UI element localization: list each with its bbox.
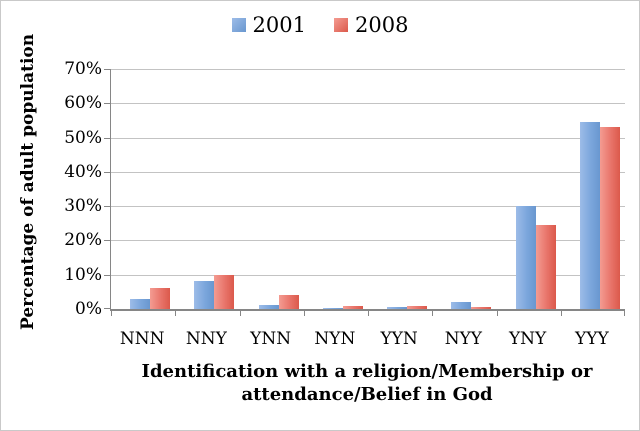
- y-tick-label: 30%: [64, 196, 102, 217]
- x-axis-tick: [560, 311, 562, 316]
- gridline: [111, 206, 625, 208]
- bar-group-yyy: [561, 69, 625, 309]
- legend-label-2008: 2008: [355, 13, 409, 37]
- legend-item-2008: 2008: [334, 13, 408, 37]
- gridline: [111, 240, 625, 242]
- bar-group-yyn: [368, 69, 432, 309]
- bar-2001-nny: [194, 280, 215, 309]
- bar-2008-yny: [535, 224, 556, 309]
- y-axis-tick: [104, 240, 111, 242]
- bar-2001-yyy: [579, 122, 600, 309]
- bar-group-nyn: [304, 69, 368, 309]
- y-axis-tick-labels: 0% 10% 20% 30% 40% 50% 60% 70%: [1, 59, 102, 319]
- bar-group-yny: [497, 69, 561, 309]
- gridline: [111, 274, 625, 276]
- bar-2008-nnn: [150, 287, 170, 309]
- x-tick-label-yny: YNY: [508, 329, 547, 349]
- bar-2001-nyn: [322, 307, 343, 309]
- gridline: [111, 171, 625, 173]
- bar-group-nny: [175, 69, 239, 309]
- y-tick-label: 20%: [64, 230, 102, 251]
- x-axis-tick: [303, 311, 305, 316]
- x-axis-tick: [239, 311, 241, 316]
- bar-2008-ynn: [278, 295, 299, 309]
- x-axis-tick: [624, 311, 625, 316]
- y-tick-label: 50%: [64, 127, 102, 148]
- y-axis-tick: [104, 171, 111, 173]
- x-tick-label-nyy: NYY: [444, 329, 483, 349]
- y-tick-label: 60%: [64, 93, 102, 114]
- x-axis-tick: [496, 311, 498, 316]
- bar-pair: [387, 305, 427, 309]
- x-tick-label-yyy: YYY: [575, 329, 609, 349]
- x-axis-tick: [432, 311, 434, 316]
- bar-group-nnn: [111, 69, 175, 309]
- legend-swatch-2008: [334, 18, 348, 32]
- bar-group-ynn: [240, 69, 304, 309]
- gridline: [111, 69, 625, 70]
- bar-pair: [515, 206, 556, 309]
- bar-2001-nyy: [451, 302, 472, 309]
- y-axis-tick: [104, 206, 111, 208]
- x-axis-tick: [175, 311, 177, 316]
- x-axis-tick: [368, 311, 369, 316]
- gridline: [111, 103, 625, 105]
- legend-label-2001: 2001: [252, 13, 306, 37]
- bar-2008-yyn: [407, 305, 427, 309]
- y-tick-label: 40%: [64, 161, 102, 182]
- bar-2001-yny: [515, 206, 536, 309]
- plot-area: [104, 69, 625, 316]
- bar-2008-nny: [214, 275, 235, 309]
- x-tick-label-nny: NNY: [185, 329, 227, 349]
- legend: 2001 2008: [1, 13, 639, 37]
- x-axis-tick: [111, 311, 112, 316]
- bar-pair: [322, 306, 363, 309]
- bar-pair: [194, 275, 235, 309]
- gridline: [111, 137, 625, 139]
- bar-pair: [130, 287, 170, 309]
- y-axis-tick: [104, 69, 111, 70]
- bar-2008-nyy: [471, 307, 492, 309]
- y-tick-label: 10%: [64, 264, 102, 285]
- x-tick-label-ynn: YNN: [250, 329, 292, 349]
- y-tick-label: 70%: [64, 59, 102, 79]
- x-tick-label-yyn: YYN: [380, 329, 418, 349]
- x-axis-tick-labels: NNN NNY YNN NYN YYN NYY YNY YYY: [110, 328, 624, 350]
- y-axis-tick: [104, 137, 111, 139]
- bar-pair: [451, 302, 492, 309]
- bar-pair: [579, 122, 620, 309]
- bar-2001-yyn: [387, 306, 407, 309]
- y-tick-label: 0%: [75, 299, 102, 319]
- y-axis-tick: [104, 308, 111, 309]
- y-axis-tick: [104, 274, 111, 276]
- y-axis-tick: [104, 103, 111, 105]
- bar-2001-nnn: [130, 298, 150, 309]
- bar-pair: [258, 295, 299, 309]
- bar-2001-ynn: [258, 304, 279, 309]
- legend-swatch-2001: [231, 18, 246, 32]
- bar-2008-nyn: [342, 306, 363, 309]
- legend-item-2001: 2001: [231, 13, 306, 37]
- x-tick-label-nnn: NNN: [119, 329, 165, 349]
- x-axis-title: Identification with a religion/Membershi…: [141, 361, 593, 406]
- bar-2008-yyy: [599, 127, 620, 309]
- bar-group-nyy: [432, 69, 496, 309]
- x-tick-label-nyn: NYN: [314, 329, 356, 349]
